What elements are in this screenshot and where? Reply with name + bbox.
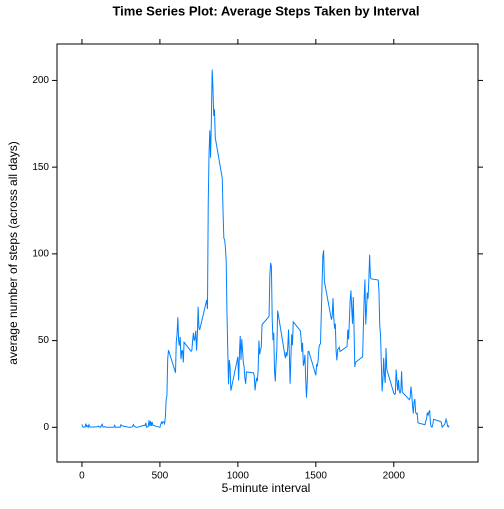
x-tick-label: 0 — [79, 471, 85, 482]
y-tick-label: 0 — [43, 422, 49, 433]
chart-title: Time Series Plot: Average Steps Taken by… — [112, 3, 419, 18]
plot-frame — [56, 43, 479, 463]
data-line — [81, 69, 450, 429]
x-tick-label: 1000 — [227, 471, 250, 482]
y-tick-label: 150 — [32, 162, 49, 173]
x-tick-label: 2000 — [383, 471, 406, 482]
x-tick-label: 1500 — [305, 471, 328, 482]
y-axis-label: average number of steps (across all days… — [6, 141, 20, 364]
x-axis-label: 5-minute interval — [222, 481, 311, 495]
y-tick-label: 200 — [32, 75, 49, 86]
y-tick-label: 100 — [32, 249, 49, 260]
y-tick-label: 50 — [38, 335, 50, 346]
x-tick-label: 500 — [152, 471, 169, 482]
